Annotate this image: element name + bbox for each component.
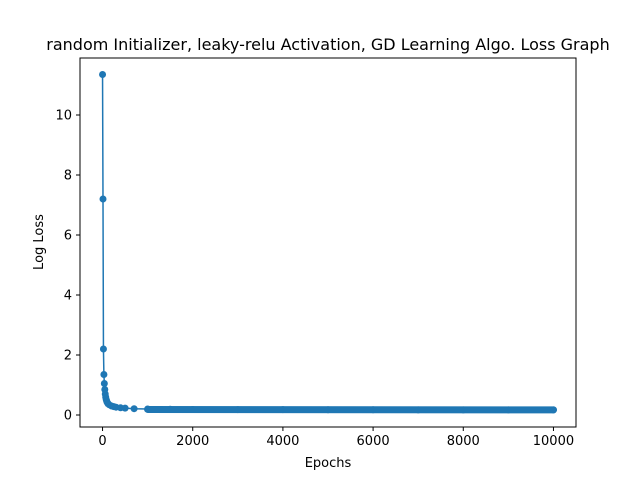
y-tick-label: 6: [64, 229, 72, 244]
chart-title: random Initializer, leaky-relu Activatio…: [46, 35, 609, 54]
x-tick-label: 6000: [357, 434, 390, 449]
y-axis-ticks: 0 2 4 6 8 10: [55, 109, 80, 424]
x-tick-label: 8000: [447, 434, 480, 449]
data-point: [100, 371, 107, 378]
data-point: [131, 405, 138, 412]
y-tick-label: 2: [64, 349, 72, 364]
y-tick-label: 0: [64, 409, 72, 424]
data-point: [99, 196, 106, 203]
x-tick-label: 10000: [533, 434, 574, 449]
y-axis-label: Log Loss: [32, 214, 47, 270]
data-point: [100, 346, 107, 353]
x-axis-label: Epochs: [305, 456, 352, 471]
x-axis-ticks: 0 2000 4000 6000 8000 10000: [98, 427, 574, 449]
x-tick-label: 2000: [176, 434, 209, 449]
x-tick-label: 0: [98, 434, 106, 449]
y-tick-label: 8: [64, 169, 72, 184]
y-tick-label: 4: [64, 289, 72, 304]
x-tick-label: 4000: [266, 434, 299, 449]
data-point: [99, 71, 106, 78]
plot-area: [80, 58, 576, 427]
data-point: [122, 405, 129, 412]
data-point: [101, 380, 108, 387]
y-tick-label: 10: [55, 109, 72, 124]
